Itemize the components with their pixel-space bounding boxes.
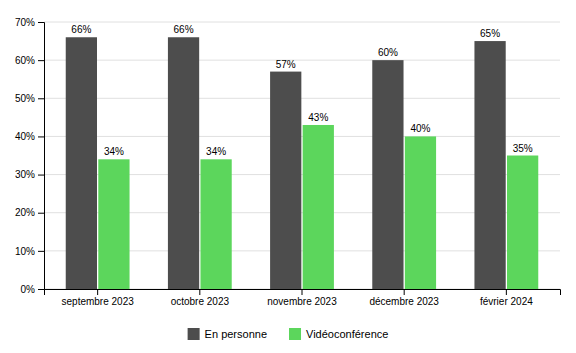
x-tick: février 2024	[480, 289, 533, 307]
legend-item: Vidéoconférence	[289, 328, 388, 340]
y-tick-mark	[38, 136, 44, 137]
legend-item: En personne	[188, 328, 267, 340]
x-tick-label: novembre 2023	[267, 296, 337, 307]
y-tick: 70%	[15, 17, 44, 28]
y-tick-mark	[38, 175, 44, 176]
data-label: 66%	[174, 24, 194, 35]
data-labels: 66% 66% 57% 60% 65% 34% 34% 43% 40% 35%	[71, 24, 532, 157]
y-tick: 60%	[15, 55, 44, 66]
x-tick: octobre 2023	[171, 289, 230, 307]
x-tick: novembre 2023	[267, 289, 337, 307]
bar	[200, 159, 231, 289]
x-tick: décembre 2023	[369, 289, 439, 307]
x-tick-mark	[302, 289, 303, 295]
y-tick-label: 60%	[15, 55, 35, 66]
bar-series	[66, 37, 506, 289]
plot: 0% 10% 20% 30% 40% 50% 60% 70% septembre 2023 oct…	[15, 17, 561, 307]
y-tick: 30%	[15, 169, 44, 180]
x-tick-label: décembre 2023	[369, 296, 439, 307]
y-tick-label: 70%	[15, 17, 35, 28]
y-tick-mark	[38, 213, 44, 214]
x-tick-mark	[199, 289, 200, 295]
x-axis-line	[45, 290, 561, 296]
x-tick-mark	[404, 289, 405, 295]
grid	[44, 22, 560, 289]
y-tick-mark	[38, 251, 44, 252]
y-tick-label: 40%	[15, 131, 35, 142]
x-tick-mark	[97, 289, 98, 295]
data-label: 66%	[71, 24, 91, 35]
bar	[270, 72, 301, 289]
bar-series	[98, 125, 538, 289]
bar	[168, 37, 199, 289]
legend-label: Vidéoconférence	[306, 328, 388, 340]
data-label: 40%	[410, 123, 430, 134]
data-label: 60%	[378, 47, 398, 58]
y-tick-mark	[38, 98, 44, 99]
legend-swatch	[188, 328, 200, 340]
data-label: 65%	[480, 28, 500, 39]
x-tick-mark	[506, 289, 507, 295]
y-tick-mark	[38, 22, 44, 23]
data-label: 57%	[276, 59, 296, 70]
y-tick: 0%	[21, 284, 44, 295]
y-tick-mark	[38, 60, 44, 61]
bars	[66, 37, 539, 289]
y-tick: 50%	[15, 93, 44, 104]
grid-line	[44, 22, 560, 23]
data-label: 35%	[513, 143, 533, 154]
y-axis-line	[38, 23, 45, 290]
x-tick-label: octobre 2023	[171, 296, 230, 307]
x-tick-label: septembre 2023	[62, 296, 135, 307]
x-tick: septembre 2023	[62, 289, 135, 307]
bar	[405, 136, 436, 289]
y-tick: 40%	[15, 131, 44, 142]
y-tick-label: 30%	[15, 169, 35, 180]
bar	[98, 159, 129, 289]
y-tick-label: 10%	[15, 246, 35, 257]
y-tick: 20%	[15, 207, 44, 218]
bar	[372, 60, 403, 289]
y-tick: 10%	[15, 246, 44, 257]
bar	[507, 156, 538, 290]
bar	[66, 37, 97, 289]
legend: En personne Vidéoconférence	[188, 328, 389, 340]
bar	[474, 41, 505, 289]
data-label: 43%	[308, 112, 328, 123]
bar	[303, 125, 334, 289]
legend-label: En personne	[205, 328, 267, 340]
data-label: 34%	[104, 146, 124, 157]
x-axis: septembre 2023 octobre 2023 novembre 2023 d…	[45, 289, 561, 307]
legend-swatch	[289, 328, 301, 340]
x-tick-label: février 2024	[480, 296, 533, 307]
chart: 0% 10% 20% 30% 40% 50% 60% 70% septembre 2023 oct…	[0, 0, 576, 353]
y-axis: 0% 10% 20% 30% 40% 50% 60% 70%	[15, 17, 45, 295]
y-tick-label: 50%	[15, 93, 35, 104]
y-tick-mark	[38, 289, 44, 290]
y-tick-label: 20%	[15, 207, 35, 218]
y-tick-label: 0%	[21, 284, 36, 295]
data-label: 34%	[206, 146, 226, 157]
